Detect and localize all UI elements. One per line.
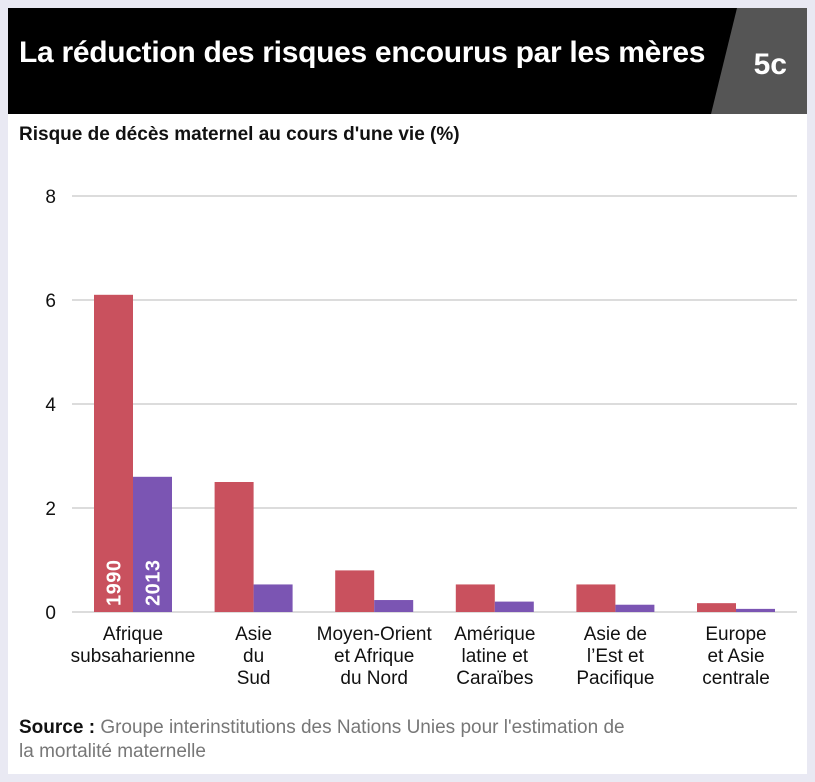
y-tick-label: 0 [45, 603, 56, 624]
bar-1990 [214, 482, 254, 612]
source-label: Source : [19, 717, 96, 738]
bar-1990 [335, 570, 375, 612]
bar-1990 [576, 584, 616, 612]
x-tick-label: Europe [705, 624, 766, 645]
y-axis-title: Risque de décès maternel au cours d'une … [19, 124, 460, 145]
series-label-2013: 2013 [143, 560, 165, 607]
x-tick-label: du [243, 646, 264, 667]
source-note: Source : Groupe interinstitutions des Na… [19, 716, 639, 764]
x-tick-label: latine et [462, 646, 529, 667]
bar-2013 [374, 600, 414, 612]
bar-2013 [253, 584, 293, 612]
series-label-1990: 1990 [104, 560, 126, 607]
x-tick-label: l’Est et [587, 646, 645, 667]
figure-number: 5c [753, 48, 787, 81]
x-tick-label: Pacifique [576, 668, 654, 689]
x-tick-label: et Asie [707, 646, 764, 667]
bar-2013 [736, 608, 775, 612]
bar-1990 [697, 603, 736, 612]
x-tick-label: Caraïbes [456, 668, 533, 689]
x-tick-label: Sud [237, 668, 271, 689]
x-tick-label: centrale [702, 668, 770, 689]
x-tick-label: et Afrique [334, 646, 414, 667]
header-bar [8, 8, 807, 114]
chart-title: La réduction des risques encourus par le… [19, 36, 706, 69]
y-tick-label: 2 [45, 499, 56, 520]
bar-1990 [455, 584, 495, 612]
bar-1990 [94, 294, 133, 612]
x-tick-label: Moyen-Orient [317, 624, 433, 645]
y-tick-label: 4 [45, 395, 56, 416]
bar-2013 [494, 601, 534, 612]
x-tick-label: Asie de [584, 624, 647, 645]
x-tick-label: Asie [235, 624, 272, 645]
y-tick-label: 8 [45, 187, 56, 208]
x-tick-label: du Nord [340, 668, 408, 689]
source-text: Groupe interinstitutions des Nations Uni… [19, 717, 625, 762]
y-tick-label: 6 [45, 291, 56, 312]
bar-2013 [133, 476, 172, 612]
chart-card [8, 8, 807, 774]
x-tick-label: Amérique [454, 624, 535, 645]
x-tick-label: subsaharienne [71, 646, 196, 667]
x-tick-label: Afrique [103, 624, 163, 645]
bar-2013 [615, 604, 655, 612]
